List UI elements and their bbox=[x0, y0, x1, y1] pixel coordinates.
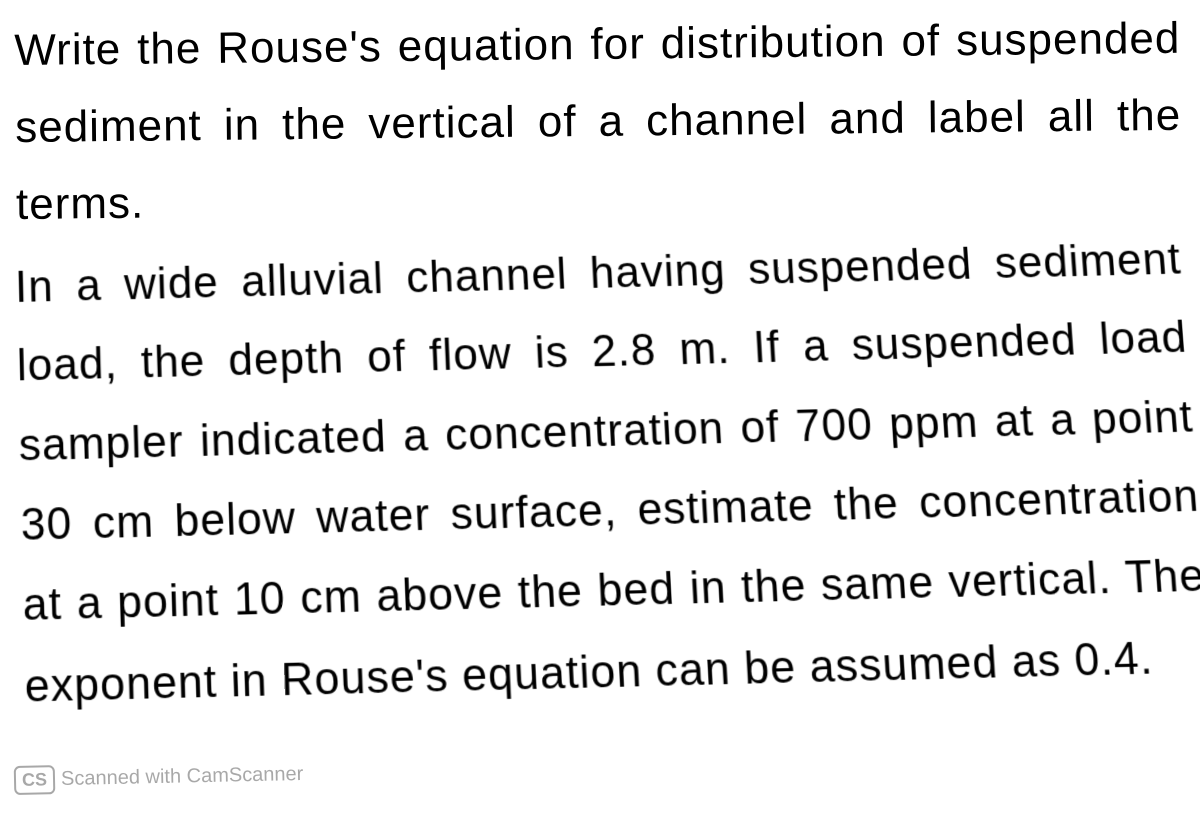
camscanner-watermark-text: Scanned with CamScanner bbox=[61, 763, 304, 791]
question-paragraph-1: Write the Rouse's equation for distribut… bbox=[14, 0, 1182, 243]
scanned-page: Write the Rouse's equation for distribut… bbox=[14, 12, 1180, 806]
scanner-watermark: CS Scanned with CamScanner bbox=[14, 760, 304, 795]
camscanner-badge-icon: CS bbox=[14, 765, 56, 795]
question-paragraph-2: In a wide alluvial channel having suspen… bbox=[14, 221, 1200, 728]
